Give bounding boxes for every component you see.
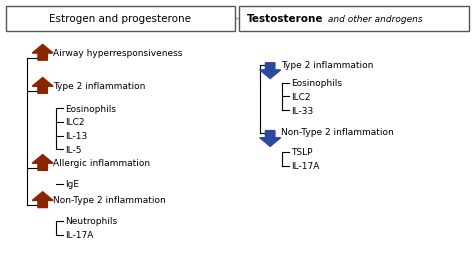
Text: and other androgens: and other androgens — [325, 15, 423, 24]
Text: Allergic inflammation: Allergic inflammation — [53, 158, 150, 168]
FancyBboxPatch shape — [239, 7, 469, 32]
Text: Type 2 inflammation: Type 2 inflammation — [281, 60, 373, 69]
Text: IgE: IgE — [65, 179, 80, 188]
Text: ILC2: ILC2 — [65, 118, 85, 127]
Text: ILC2: ILC2 — [292, 92, 311, 102]
Polygon shape — [32, 155, 53, 171]
Polygon shape — [32, 78, 53, 94]
Text: IL-33: IL-33 — [292, 106, 314, 115]
Text: IL-17A: IL-17A — [65, 230, 94, 239]
Text: Non-Type 2 inflammation: Non-Type 2 inflammation — [281, 128, 393, 137]
Text: IL-17A: IL-17A — [292, 162, 320, 171]
Polygon shape — [260, 64, 281, 79]
Text: Non-Type 2 inflammation: Non-Type 2 inflammation — [53, 196, 166, 205]
Text: Type 2 inflammation: Type 2 inflammation — [53, 82, 146, 91]
Text: Airway hyperresponsiveness: Airway hyperresponsiveness — [53, 49, 182, 58]
Polygon shape — [32, 192, 53, 208]
Text: IL-5: IL-5 — [65, 145, 82, 154]
Text: IL-13: IL-13 — [65, 132, 88, 141]
Text: Eosinophils: Eosinophils — [65, 104, 117, 113]
FancyBboxPatch shape — [6, 7, 235, 32]
Text: Neutrophils: Neutrophils — [65, 216, 118, 226]
Polygon shape — [260, 131, 281, 147]
Text: Eosinophils: Eosinophils — [292, 79, 343, 88]
Text: Estrogen and progesterone: Estrogen and progesterone — [49, 14, 191, 24]
Polygon shape — [32, 45, 53, 61]
Text: Testosterone: Testosterone — [246, 14, 323, 24]
Text: TSLP: TSLP — [292, 148, 313, 157]
